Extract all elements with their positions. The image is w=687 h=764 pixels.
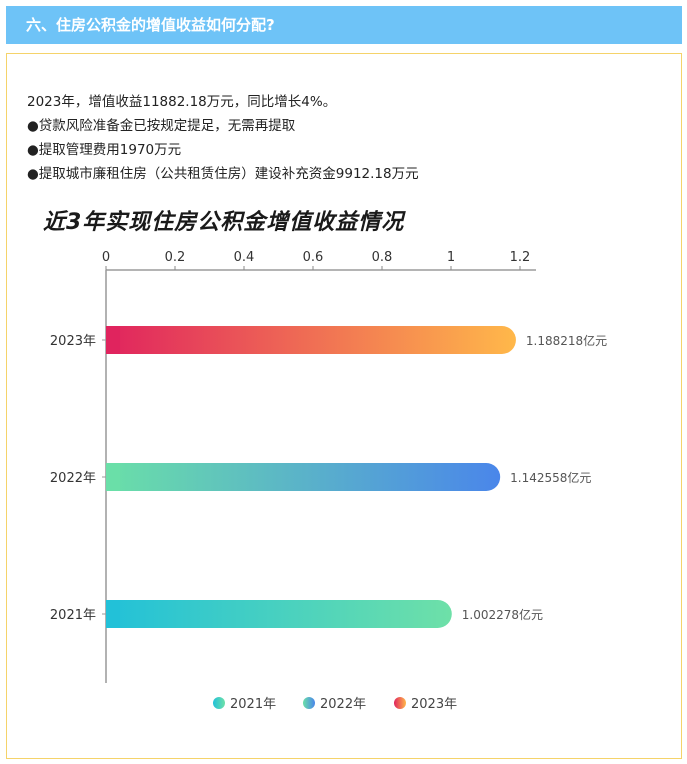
data-label: 1.142558亿元 (510, 470, 591, 485)
x-tick-label: 1.2 (510, 250, 531, 265)
category-label: 2022年 (50, 471, 96, 486)
legend: 2021年 2022年 2023年 (213, 697, 457, 712)
legend-label[interactable]: 2022年 (320, 697, 366, 712)
data-label: 1.002278亿元 (462, 607, 543, 622)
bar-start-2022年 (106, 463, 120, 491)
data-label: 1.188218亿元 (526, 333, 607, 348)
x-tick-label: 0.2 (165, 250, 186, 265)
section-header: 六、住房公积金的增值收益如何分配? (6, 6, 682, 44)
bar-start-2023年 (106, 326, 120, 354)
section-title: 六、住房公积金的增值收益如何分配? (26, 16, 275, 34)
bar-2022年 (106, 463, 501, 491)
bars: 1.188218亿元 1.142558亿元 1.002278亿元 (106, 326, 607, 628)
summary-line-1: 2023年，增值收益11882.18万元，同比增长4%。 (27, 94, 337, 110)
x-tick-label: 0.8 (372, 250, 393, 265)
legend-marker[interactable] (303, 697, 315, 709)
bar-2023年 (106, 326, 516, 354)
summary-line-4: ●提取城市廉租住房（公共租赁住房）建设补充资金9912.18万元 (27, 166, 419, 182)
summary-line-3: ●提取管理费用1970万元 (27, 142, 182, 158)
legend-label[interactable]: 2023年 (411, 697, 457, 712)
x-tick-label: 1 (447, 250, 455, 265)
bar-start-2021年 (106, 600, 120, 628)
chart-title: 近3年实现住房公积金增值收益情况 (43, 210, 405, 235)
summary-text: 2023年，增值收益11882.18万元，同比增长4%。 ●贷款风险准备金已按规… (27, 90, 667, 186)
summary-line-2: ●贷款风险准备金已按规定提足，无需再提取 (27, 118, 296, 134)
x-tick-label: 0.4 (234, 250, 255, 265)
legend-marker[interactable] (213, 697, 225, 709)
x-tick-label: 0.6 (303, 250, 324, 265)
category-label: 2023年 (50, 334, 96, 349)
content-panel: 2023年，增值收益11882.18万元，同比增长4%。 ●贷款风险准备金已按规… (6, 53, 682, 759)
x-tick-label: 0 (102, 250, 110, 265)
legend-marker[interactable] (394, 697, 406, 709)
legend-label[interactable]: 2021年 (230, 697, 276, 712)
bar-2021年 (106, 600, 452, 628)
category-label: 2021年 (50, 608, 96, 623)
